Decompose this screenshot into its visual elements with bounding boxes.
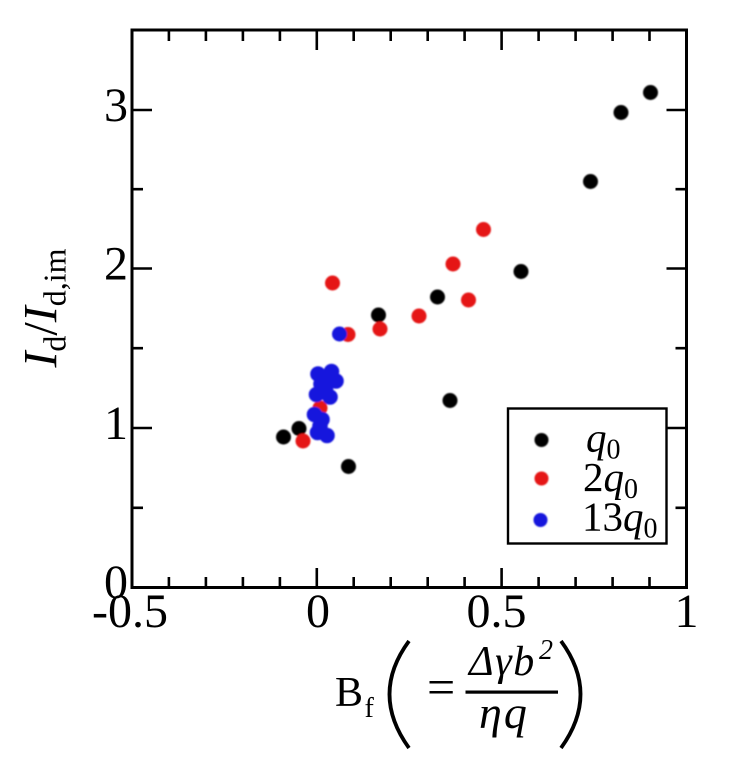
svg-text:q0: q0 — [586, 415, 621, 466]
svg-text:1: 1 — [675, 585, 699, 638]
svg-text:0: 0 — [306, 585, 330, 638]
svg-text:B: B — [335, 670, 363, 716]
svg-text:Id/Id,im: Id/Id,im — [15, 248, 73, 368]
svg-text:3: 3 — [104, 79, 128, 132]
svg-text:2: 2 — [539, 635, 553, 666]
svg-text:f: f — [365, 693, 375, 724]
svg-text:Δγb: Δγb — [467, 639, 536, 685]
svg-text:ηq: ηq — [479, 687, 529, 738]
svg-text:0: 0 — [104, 556, 128, 609]
svg-text:2: 2 — [104, 238, 128, 291]
svg-text:=: = — [427, 659, 455, 715]
svg-text:0.5: 0.5 — [467, 585, 527, 638]
svg-text:1: 1 — [104, 397, 128, 450]
svg-text:-0.5: -0.5 — [92, 585, 168, 638]
